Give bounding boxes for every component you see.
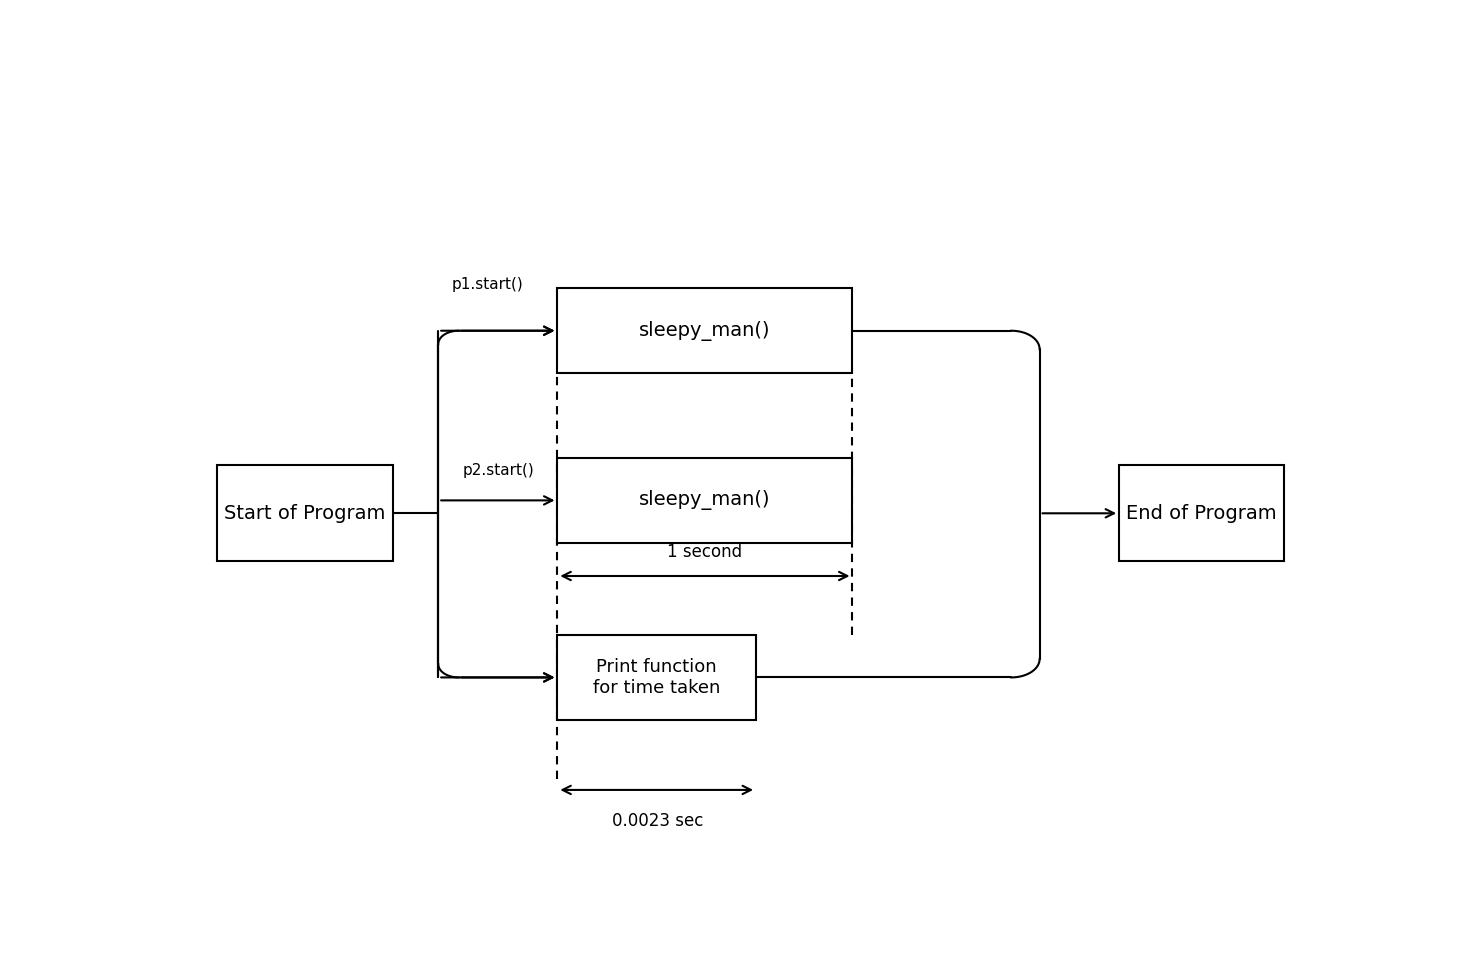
FancyBboxPatch shape <box>558 458 852 543</box>
FancyArrowPatch shape <box>441 327 552 335</box>
FancyBboxPatch shape <box>558 635 755 719</box>
Text: 1 second: 1 second <box>668 543 742 561</box>
Text: End of Program: End of Program <box>1126 504 1277 523</box>
Text: p1.start(): p1.start() <box>451 277 523 292</box>
FancyBboxPatch shape <box>1118 466 1284 561</box>
Text: 0.0023 sec: 0.0023 sec <box>612 812 703 830</box>
FancyBboxPatch shape <box>217 466 392 561</box>
Text: sleepy_man(): sleepy_man() <box>640 490 770 511</box>
Text: Print function
for time taken: Print function for time taken <box>593 658 720 696</box>
Text: Start of Program: Start of Program <box>224 504 385 523</box>
Text: sleepy_man(): sleepy_man() <box>640 321 770 341</box>
FancyBboxPatch shape <box>558 288 852 374</box>
Text: p2.start(): p2.start() <box>463 463 534 478</box>
